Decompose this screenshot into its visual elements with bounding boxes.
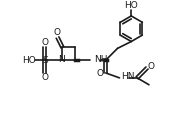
Text: N: N (58, 55, 65, 64)
Text: O: O (147, 62, 154, 71)
Text: HN: HN (121, 72, 135, 81)
Text: O: O (96, 69, 103, 78)
Text: HO: HO (124, 1, 138, 10)
Text: O: O (41, 73, 48, 82)
Text: HO: HO (22, 56, 36, 65)
Text: O: O (53, 28, 60, 37)
Text: NH: NH (94, 55, 107, 64)
Text: O: O (41, 38, 48, 47)
Text: S: S (42, 56, 48, 65)
